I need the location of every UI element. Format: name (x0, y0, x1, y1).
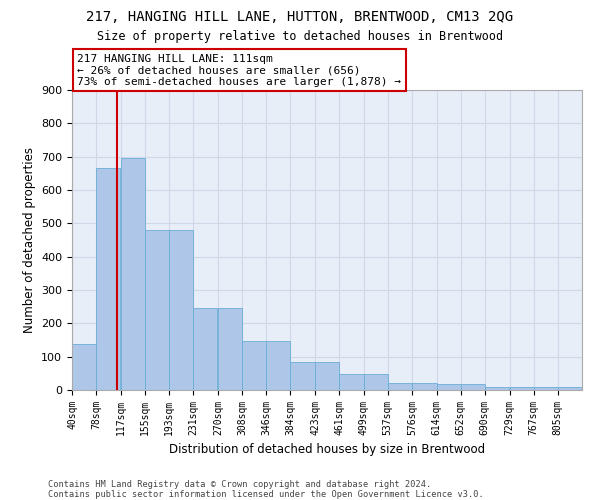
Text: Contains HM Land Registry data © Crown copyright and database right 2024.: Contains HM Land Registry data © Crown c… (48, 480, 431, 489)
Text: Contains public sector information licensed under the Open Government Licence v3: Contains public sector information licen… (48, 490, 484, 499)
Bar (266, 340, 290, 390)
Bar (242, 340, 266, 390)
Bar (509, 386, 534, 390)
Y-axis label: Number of detached properties: Number of detached properties (23, 147, 35, 333)
Bar (485, 386, 509, 390)
Bar (461, 384, 485, 390)
Bar (437, 384, 461, 390)
Bar (121, 158, 145, 390)
Bar (169, 230, 193, 390)
Text: 217 HANGING HILL LANE: 111sqm
← 26% of detached houses are smaller (656)
73% of : 217 HANGING HILL LANE: 111sqm ← 26% of d… (77, 54, 401, 87)
Bar (534, 388, 558, 390)
Bar (193, 308, 217, 390)
Bar (96, 168, 120, 390)
Bar (558, 388, 582, 390)
Bar (412, 382, 437, 390)
Bar (290, 362, 314, 390)
Bar (364, 374, 388, 390)
Bar (72, 344, 96, 390)
Text: 217, HANGING HILL LANE, HUTTON, BRENTWOOD, CM13 2QG: 217, HANGING HILL LANE, HUTTON, BRENTWOO… (86, 10, 514, 24)
Bar (388, 382, 412, 390)
Text: Size of property relative to detached houses in Brentwood: Size of property relative to detached ho… (97, 30, 503, 43)
Bar (145, 230, 169, 390)
Bar (340, 374, 364, 390)
Bar (315, 362, 340, 390)
Bar (218, 308, 242, 390)
X-axis label: Distribution of detached houses by size in Brentwood: Distribution of detached houses by size … (169, 444, 485, 456)
